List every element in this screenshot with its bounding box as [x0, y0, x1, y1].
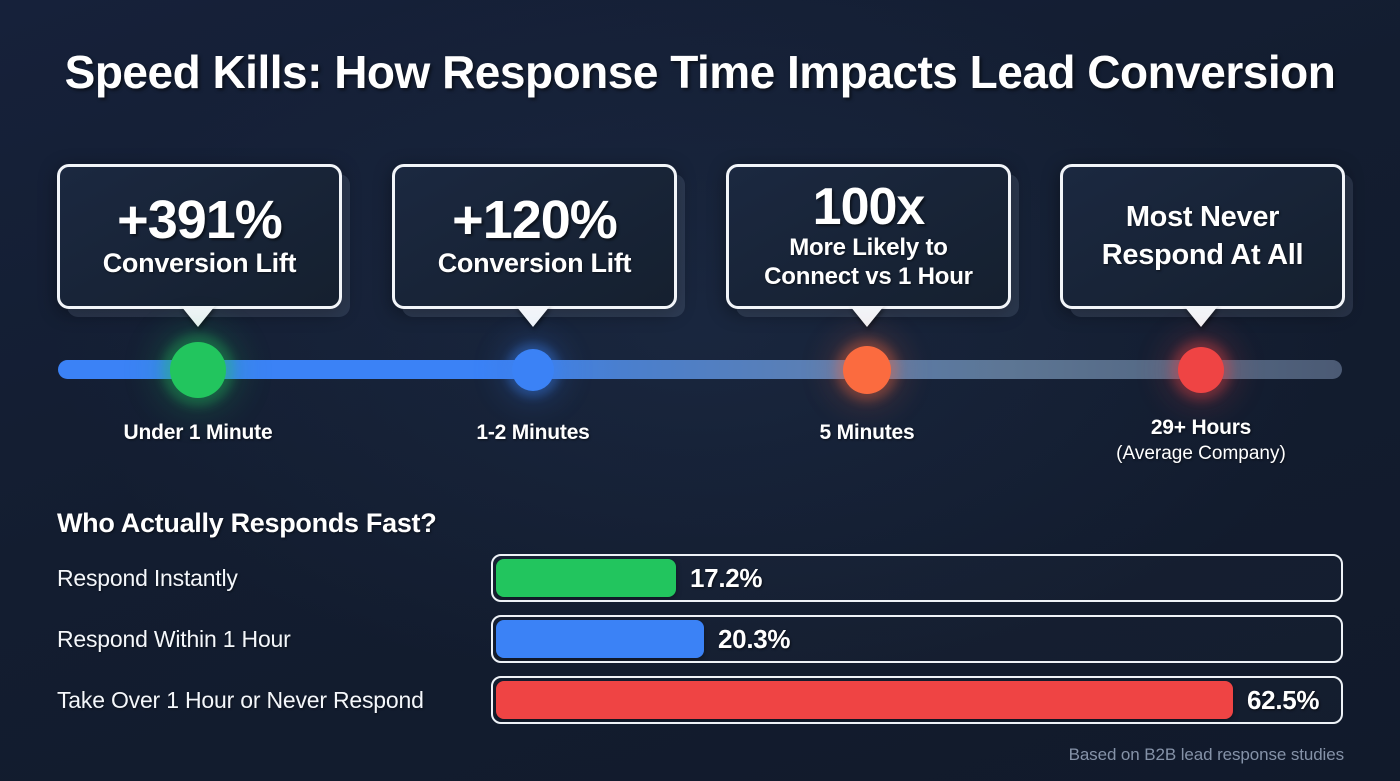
bar-track: 20.3%: [491, 615, 1343, 663]
timeline-label-under-1-minute: Under 1 Minute: [124, 421, 273, 445]
bar-fill: [496, 681, 1233, 719]
timeline-label-text: 1-2 Minutes: [476, 421, 590, 444]
stat-card-3-value: 100x: [812, 178, 926, 237]
timeline-track: [58, 360, 1342, 379]
bar-value: 17.2%: [690, 562, 763, 593]
bar-value: 20.3%: [718, 623, 791, 654]
bar-row-respond-instantly: Respond Instantly 17.2%: [57, 554, 1343, 602]
stat-card-2: +120% Conversion Lift: [392, 164, 677, 309]
timeline-dot-5-minutes: [843, 346, 891, 394]
timeline-dot-29-hours: [1178, 347, 1224, 393]
page-title: Speed Kills: How Response Time Impacts L…: [64, 46, 1336, 98]
stat-card-4-label-line2: Respond At All: [1101, 238, 1304, 271]
timeline-sublabel-text: (Average Company): [1116, 443, 1286, 464]
timeline-dot-under-1-minute: [170, 342, 226, 398]
stat-card-3-label-line2: Connect vs 1 Hour: [764, 263, 973, 291]
timeline-label-29-hours: 29+ Hours (Average Company): [1116, 416, 1286, 465]
stat-card-1: +391% Conversion Lift: [57, 164, 342, 309]
stat-card-4: Most Never Respond At All: [1060, 164, 1345, 309]
timeline-label-1-2-minutes: 1-2 Minutes: [476, 421, 590, 445]
stat-card-1-label: Conversion Lift: [102, 248, 297, 279]
timeline-label-text: 5 Minutes: [819, 421, 915, 444]
bar-label: Respond Instantly: [57, 564, 238, 591]
bars-section-heading: Who Actually Responds Fast?: [57, 508, 437, 538]
stat-card-2-pointer: [516, 306, 550, 327]
timeline-label-text: 29+ Hours: [1150, 416, 1252, 439]
timeline-label-5-minutes: 5 Minutes: [819, 421, 914, 445]
timeline-label-text: Under 1 Minute: [123, 421, 273, 444]
bar-value: 62.5%: [1247, 684, 1320, 715]
bar-fill: [496, 620, 704, 658]
stat-card-1-pointer: [181, 306, 215, 327]
stat-card-2-value: +120%: [452, 190, 618, 251]
bar-row-respond-within-1-hour: Respond Within 1 Hour 20.3%: [57, 615, 1343, 663]
bar-track: 17.2%: [491, 554, 1343, 602]
stat-card-3-label-line1: More Likely to: [789, 234, 948, 262]
stat-card-4-pointer: [1184, 306, 1218, 327]
bar-row-take-over-1-hour: Take Over 1 Hour or Never Respond 62.5%: [57, 676, 1343, 724]
bar-label: Respond Within 1 Hour: [57, 625, 291, 652]
bar-fill: [496, 559, 676, 597]
bar-label: Take Over 1 Hour or Never Respond: [57, 686, 424, 713]
stat-card-3: 100x More Likely to Connect vs 1 Hour: [726, 164, 1011, 309]
stat-card-4-label-line1: Most Never: [1125, 200, 1280, 233]
stat-card-2-label: Conversion Lift: [437, 248, 632, 279]
bar-track: 62.5%: [491, 676, 1343, 724]
timeline-dot-1-2-minutes: [512, 349, 554, 391]
stat-card-1-value: +391%: [117, 190, 283, 251]
source-note: Based on B2B lead response studies: [1068, 745, 1345, 764]
stat-card-3-pointer: [850, 306, 884, 327]
